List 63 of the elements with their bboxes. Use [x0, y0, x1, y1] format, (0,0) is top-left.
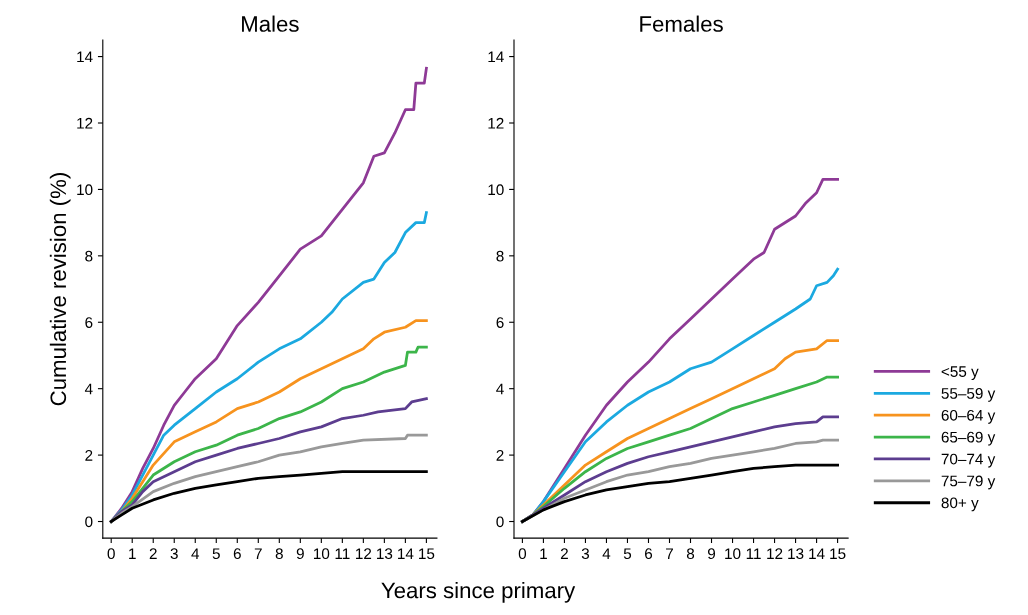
x-tick-label: 0 [107, 548, 115, 560]
legend-label: 55–59 y [941, 388, 996, 402]
y-tick-label: 4 [496, 383, 504, 395]
x-tick-label: 3 [581, 548, 590, 560]
x-tick-label: 5 [212, 548, 220, 560]
x-tick-label: 12 [356, 548, 372, 559]
y-tick-label: 6 [85, 317, 93, 328]
y-tick-label: 0 [85, 516, 93, 528]
legend-label: 80+ y [941, 497, 979, 512]
line-series [109, 433, 428, 523]
x-tick-label: 10 [314, 548, 330, 560]
y-tick-label: 8 [85, 250, 93, 262]
x-tick-label: 8 [686, 548, 695, 560]
x-tick-label: 1 [540, 548, 547, 559]
legend-label: 65–69 y [941, 431, 996, 446]
chart-title: Males [242, 15, 299, 32]
y-tick-label: 12 [488, 117, 504, 129]
x-tick-label: 0 [518, 548, 527, 560]
x-tick-label: 10 [725, 548, 741, 560]
x-tick-label: 9 [707, 548, 716, 560]
y-tick-label: 8 [496, 250, 504, 262]
y-tick-label: 10 [77, 184, 93, 196]
x-axis-title: Years since primary [381, 581, 576, 603]
x-tick-label: 4 [602, 548, 611, 559]
legend-label: 75–79 y [941, 475, 996, 490]
y-tick-label: 14 [77, 51, 93, 63]
x-tick-label: 13 [377, 548, 393, 560]
x-tick-label: 7 [666, 548, 673, 559]
line-series [521, 463, 839, 523]
x-tick-label: 3 [170, 548, 178, 560]
legend-label: 70–74 y [941, 453, 996, 468]
y-tick-label: 10 [488, 184, 504, 196]
y-axis-title: Cumulative revision (%) [49, 173, 71, 406]
x-tick-label: 11 [746, 548, 761, 559]
x-tick-label: 15 [830, 548, 846, 560]
line-series [109, 397, 428, 523]
y-tick-label: 4 [84, 383, 93, 395]
x-tick-label: 11 [335, 548, 350, 559]
chart-title: Females [640, 15, 723, 32]
x-tick-label: 13 [788, 548, 804, 560]
y-tick-label: 12 [77, 117, 93, 129]
x-tick-label: 15 [419, 548, 435, 560]
legend-label: <55 y [941, 366, 979, 380]
y-tick-label: 2 [496, 449, 504, 461]
x-tick-label: 1 [129, 548, 136, 559]
x-tick-label: 8 [275, 548, 283, 560]
x-tick-label: 7 [254, 548, 262, 559]
x-tick-label: 9 [296, 548, 304, 560]
x-tick-label: 2 [560, 548, 568, 559]
y-tick-label: 6 [496, 317, 504, 328]
x-tick-label: 6 [645, 548, 653, 560]
x-tick-label: 5 [623, 548, 632, 560]
x-tick-label: 14 [398, 548, 414, 559]
y-tick-label: 0 [496, 516, 504, 528]
legend-label: 60–64 y [941, 409, 996, 424]
x-tick-label: 6 [233, 548, 241, 560]
x-tick-label: 4 [191, 548, 200, 559]
y-tick-label: 14 [488, 51, 504, 63]
x-tick-label: 2 [149, 548, 157, 559]
x-tick-label: 12 [767, 548, 783, 559]
x-tick-label: 14 [809, 548, 825, 559]
y-tick-label: 2 [85, 449, 93, 461]
line-series [109, 470, 428, 523]
